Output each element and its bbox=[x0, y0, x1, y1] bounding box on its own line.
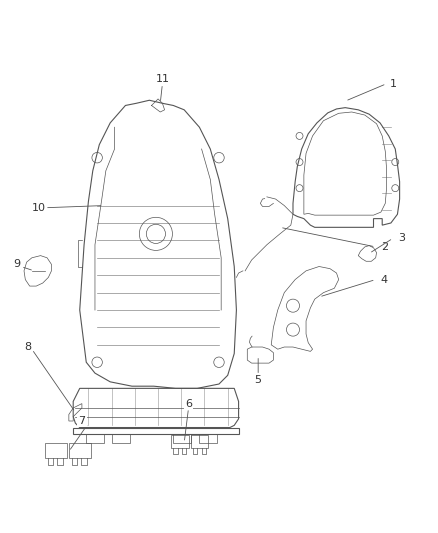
Text: 6: 6 bbox=[185, 399, 192, 409]
Text: 1: 1 bbox=[389, 79, 396, 88]
Text: 2: 2 bbox=[381, 242, 388, 252]
Text: 5: 5 bbox=[254, 375, 261, 385]
Text: 11: 11 bbox=[155, 75, 170, 84]
Text: 7: 7 bbox=[78, 416, 85, 426]
Text: 3: 3 bbox=[398, 233, 405, 243]
Text: 8: 8 bbox=[24, 342, 31, 352]
Text: 9: 9 bbox=[13, 260, 20, 269]
Text: 10: 10 bbox=[32, 203, 46, 213]
Text: 4: 4 bbox=[381, 274, 388, 285]
